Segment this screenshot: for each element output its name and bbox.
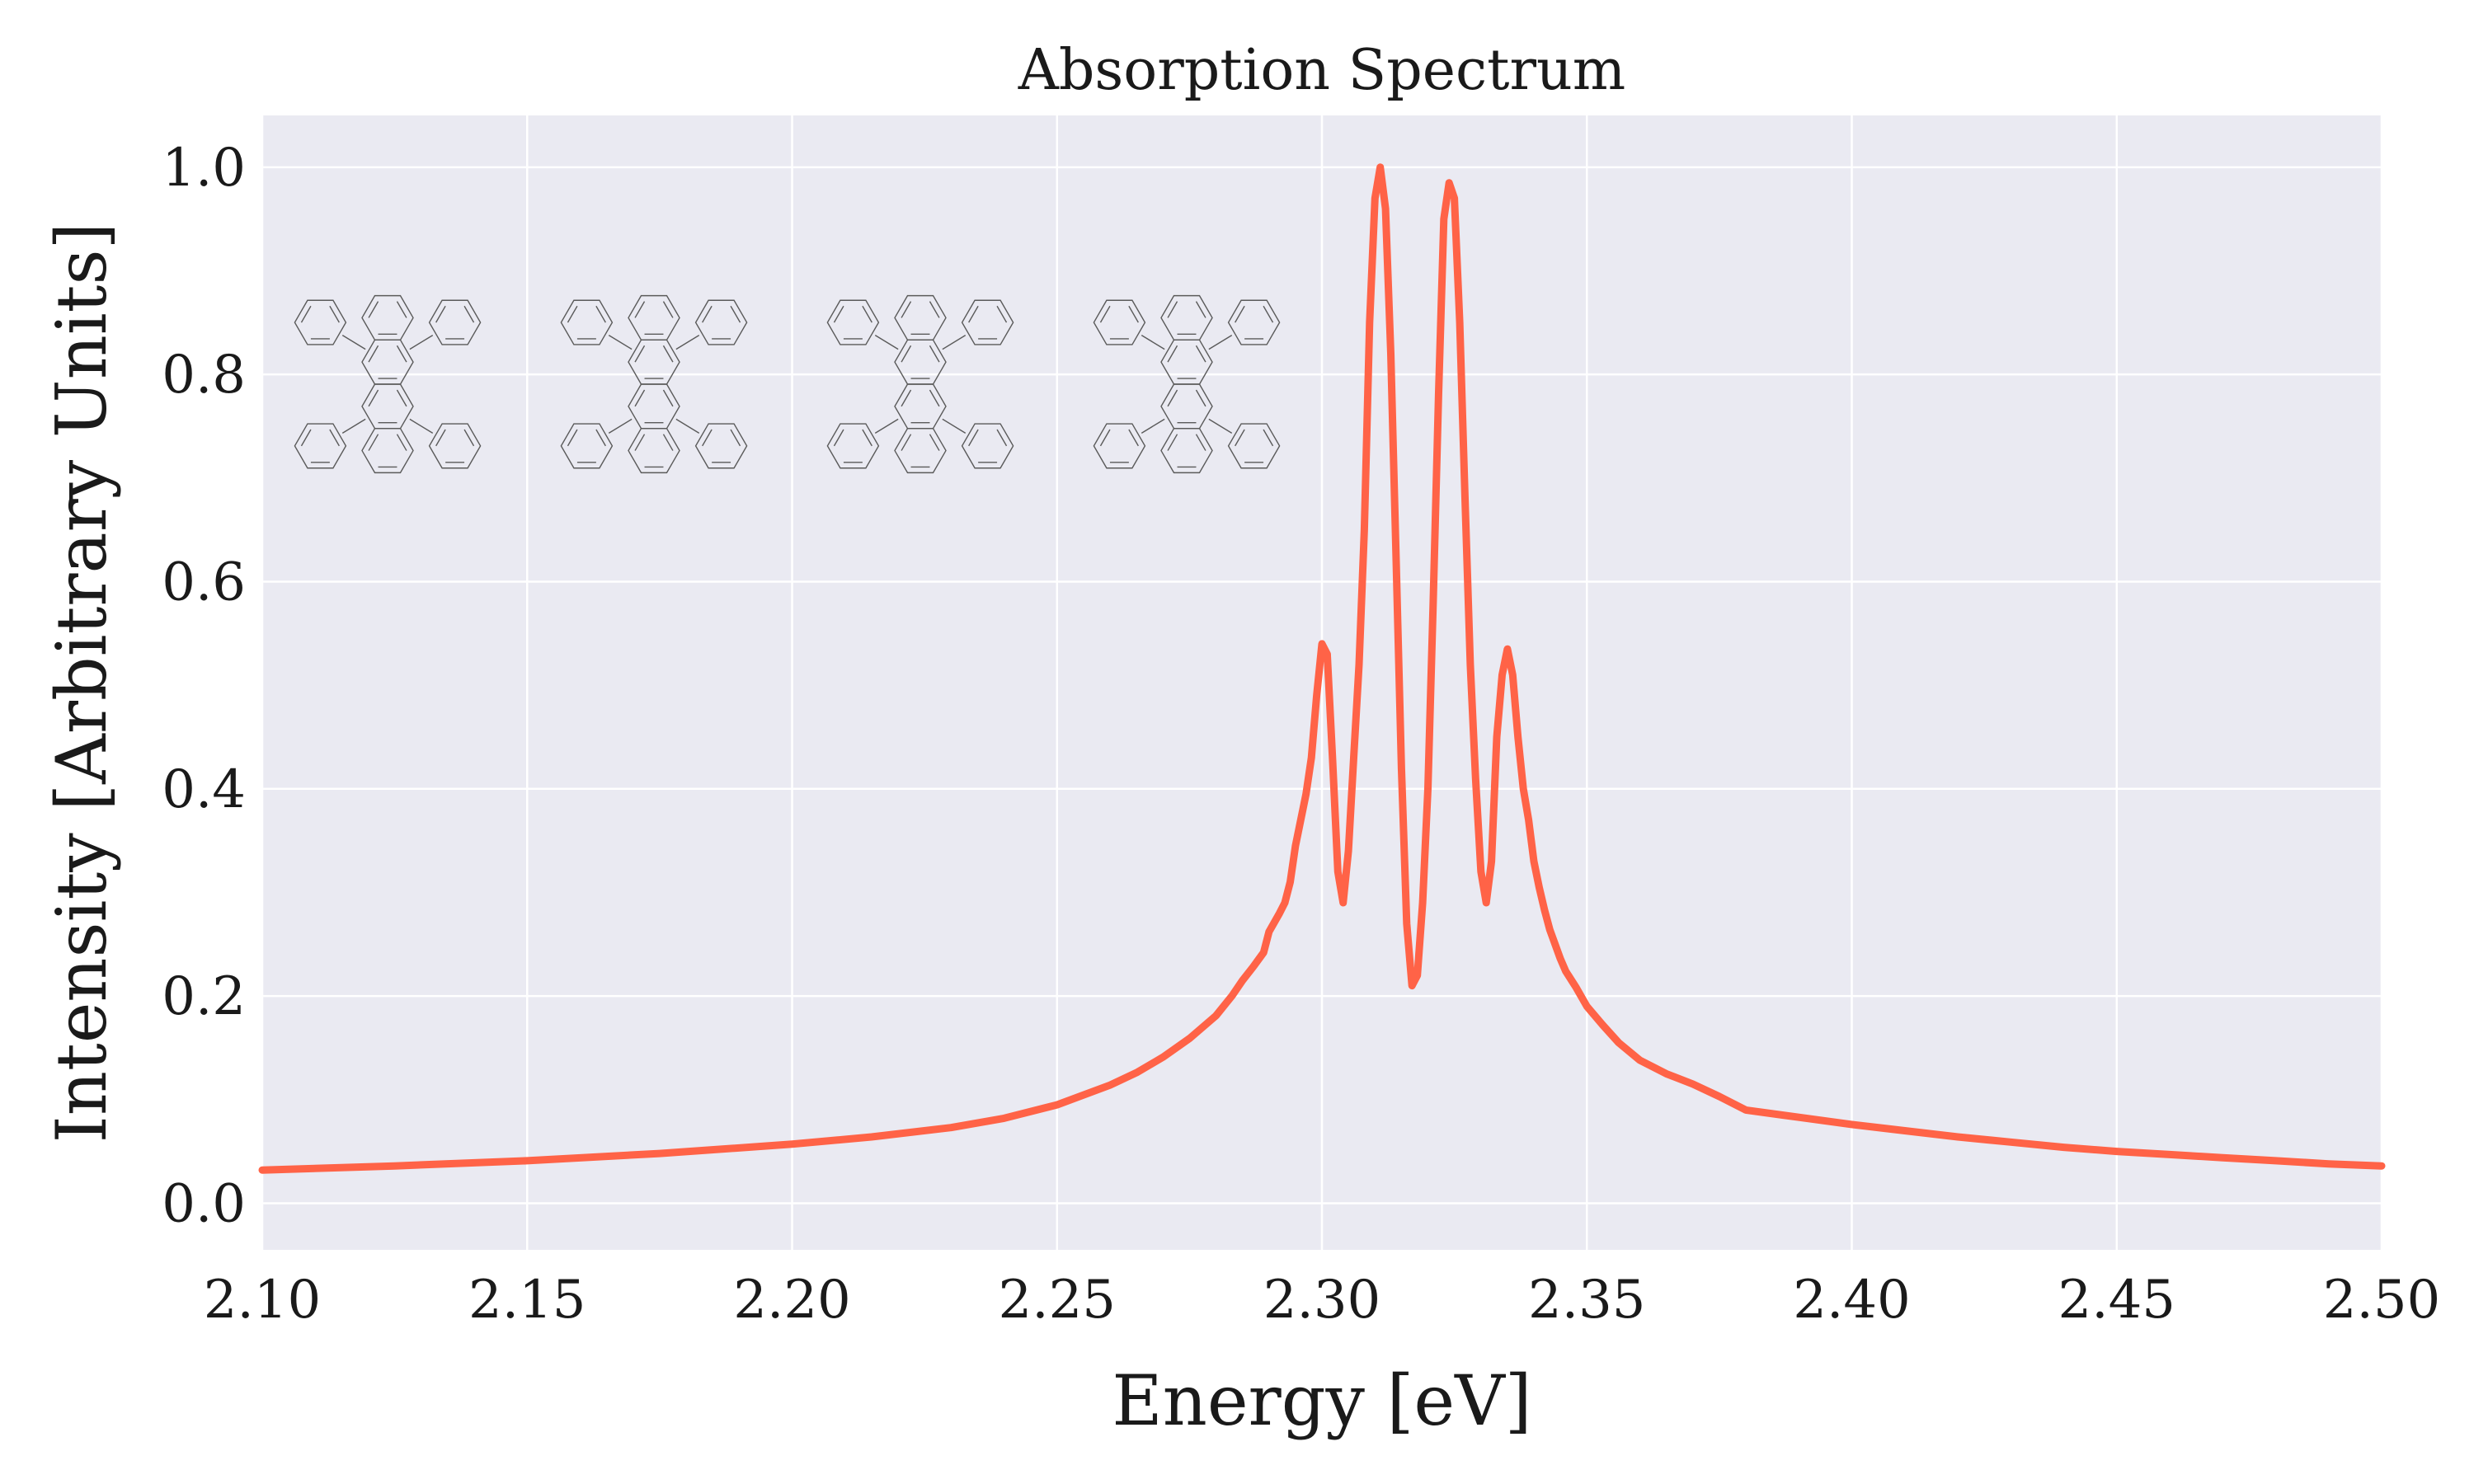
x-tick-label: 2.40 [1793,1270,1911,1331]
y-tick-label: 0.0 [162,1173,246,1234]
series-layer [258,163,2386,1174]
x-tick-label: 2.35 [1528,1270,1646,1331]
x-tick-label: 2.10 [204,1270,322,1331]
x-tick-label: 2.15 [468,1270,586,1331]
x-tick-label: 2.20 [733,1270,851,1331]
molecule-structures [294,294,1281,474]
x-tick-label: 2.30 [1263,1270,1381,1331]
molecule-structure-4 [1093,294,1281,474]
molecule-structure-3 [826,294,1014,474]
y-tick-label: 0.8 [162,345,246,406]
chart-title: Absorption Spectrum [1018,38,1625,103]
x-tick-label: 2.25 [999,1270,1117,1331]
molecule-structure-1 [294,294,482,474]
x-tick-labels: 2.10 2.15 2.20 2.25 2.30 2.35 2.40 2.45 2.50 [204,1270,2441,1331]
grid-lines [261,115,2383,1250]
y-axis-label: Intensity [Arbitrary Units] [41,223,122,1144]
molecule-structure-2 [560,294,748,474]
y-tick-label: 1.0 [162,138,246,199]
x-tick-label: 2.45 [2058,1270,2176,1331]
y-tick-labels: 0.0 0.2 0.4 0.6 0.8 1.0 [162,138,246,1235]
y-tick-label: 0.2 [162,966,246,1027]
x-tick-label: 2.50 [2323,1270,2441,1331]
y-tick-label: 0.4 [162,759,246,820]
series-line-absorption [258,163,2386,1174]
y-tick-label: 0.6 [162,552,246,613]
x-axis-label: Energy [eV] [1112,1360,1531,1441]
